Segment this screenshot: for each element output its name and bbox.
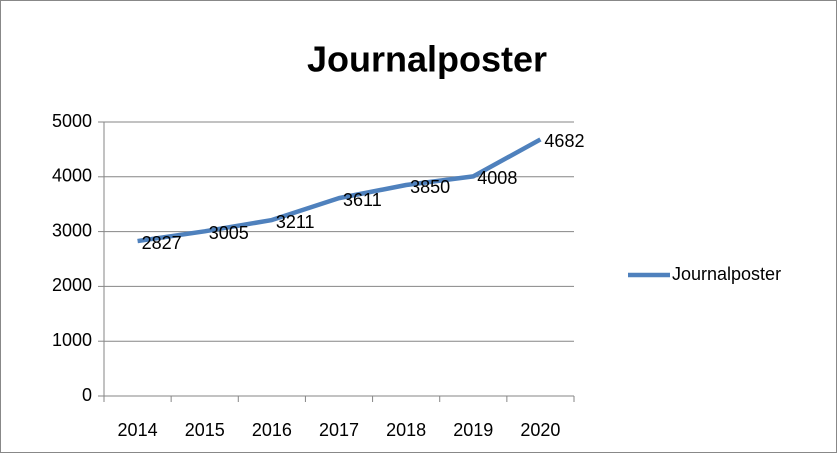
y-tick-label: 1000 xyxy=(52,330,92,350)
y-tick-label: 5000 xyxy=(52,111,92,131)
x-tick-label: 2015 xyxy=(185,420,225,440)
x-tick-label: 2020 xyxy=(520,420,560,440)
data-label: 3211 xyxy=(276,212,315,232)
data-label: 2827 xyxy=(142,233,182,253)
data-label: 4008 xyxy=(477,168,517,188)
y-tick-label: 2000 xyxy=(52,275,92,295)
line xyxy=(137,137,542,244)
data-label: 3005 xyxy=(209,223,249,243)
x-tick-label: 2018 xyxy=(386,420,426,440)
x-tick-label: 2016 xyxy=(252,420,292,440)
y-tick-label: 0 xyxy=(82,385,92,405)
data-label: 3611 xyxy=(343,190,382,210)
chart-title: Journalposter xyxy=(307,39,547,80)
y-tick-label: 4000 xyxy=(52,166,92,186)
legend-label: Journalposter xyxy=(672,264,781,284)
y-tick-label: 3000 xyxy=(52,220,92,240)
x-tick-label: 2019 xyxy=(453,420,493,440)
x-tick-label: 2017 xyxy=(319,420,359,440)
x-tick-label: 2014 xyxy=(118,420,158,440)
data-label: 3850 xyxy=(410,177,450,197)
data-label: 4682 xyxy=(544,131,584,151)
